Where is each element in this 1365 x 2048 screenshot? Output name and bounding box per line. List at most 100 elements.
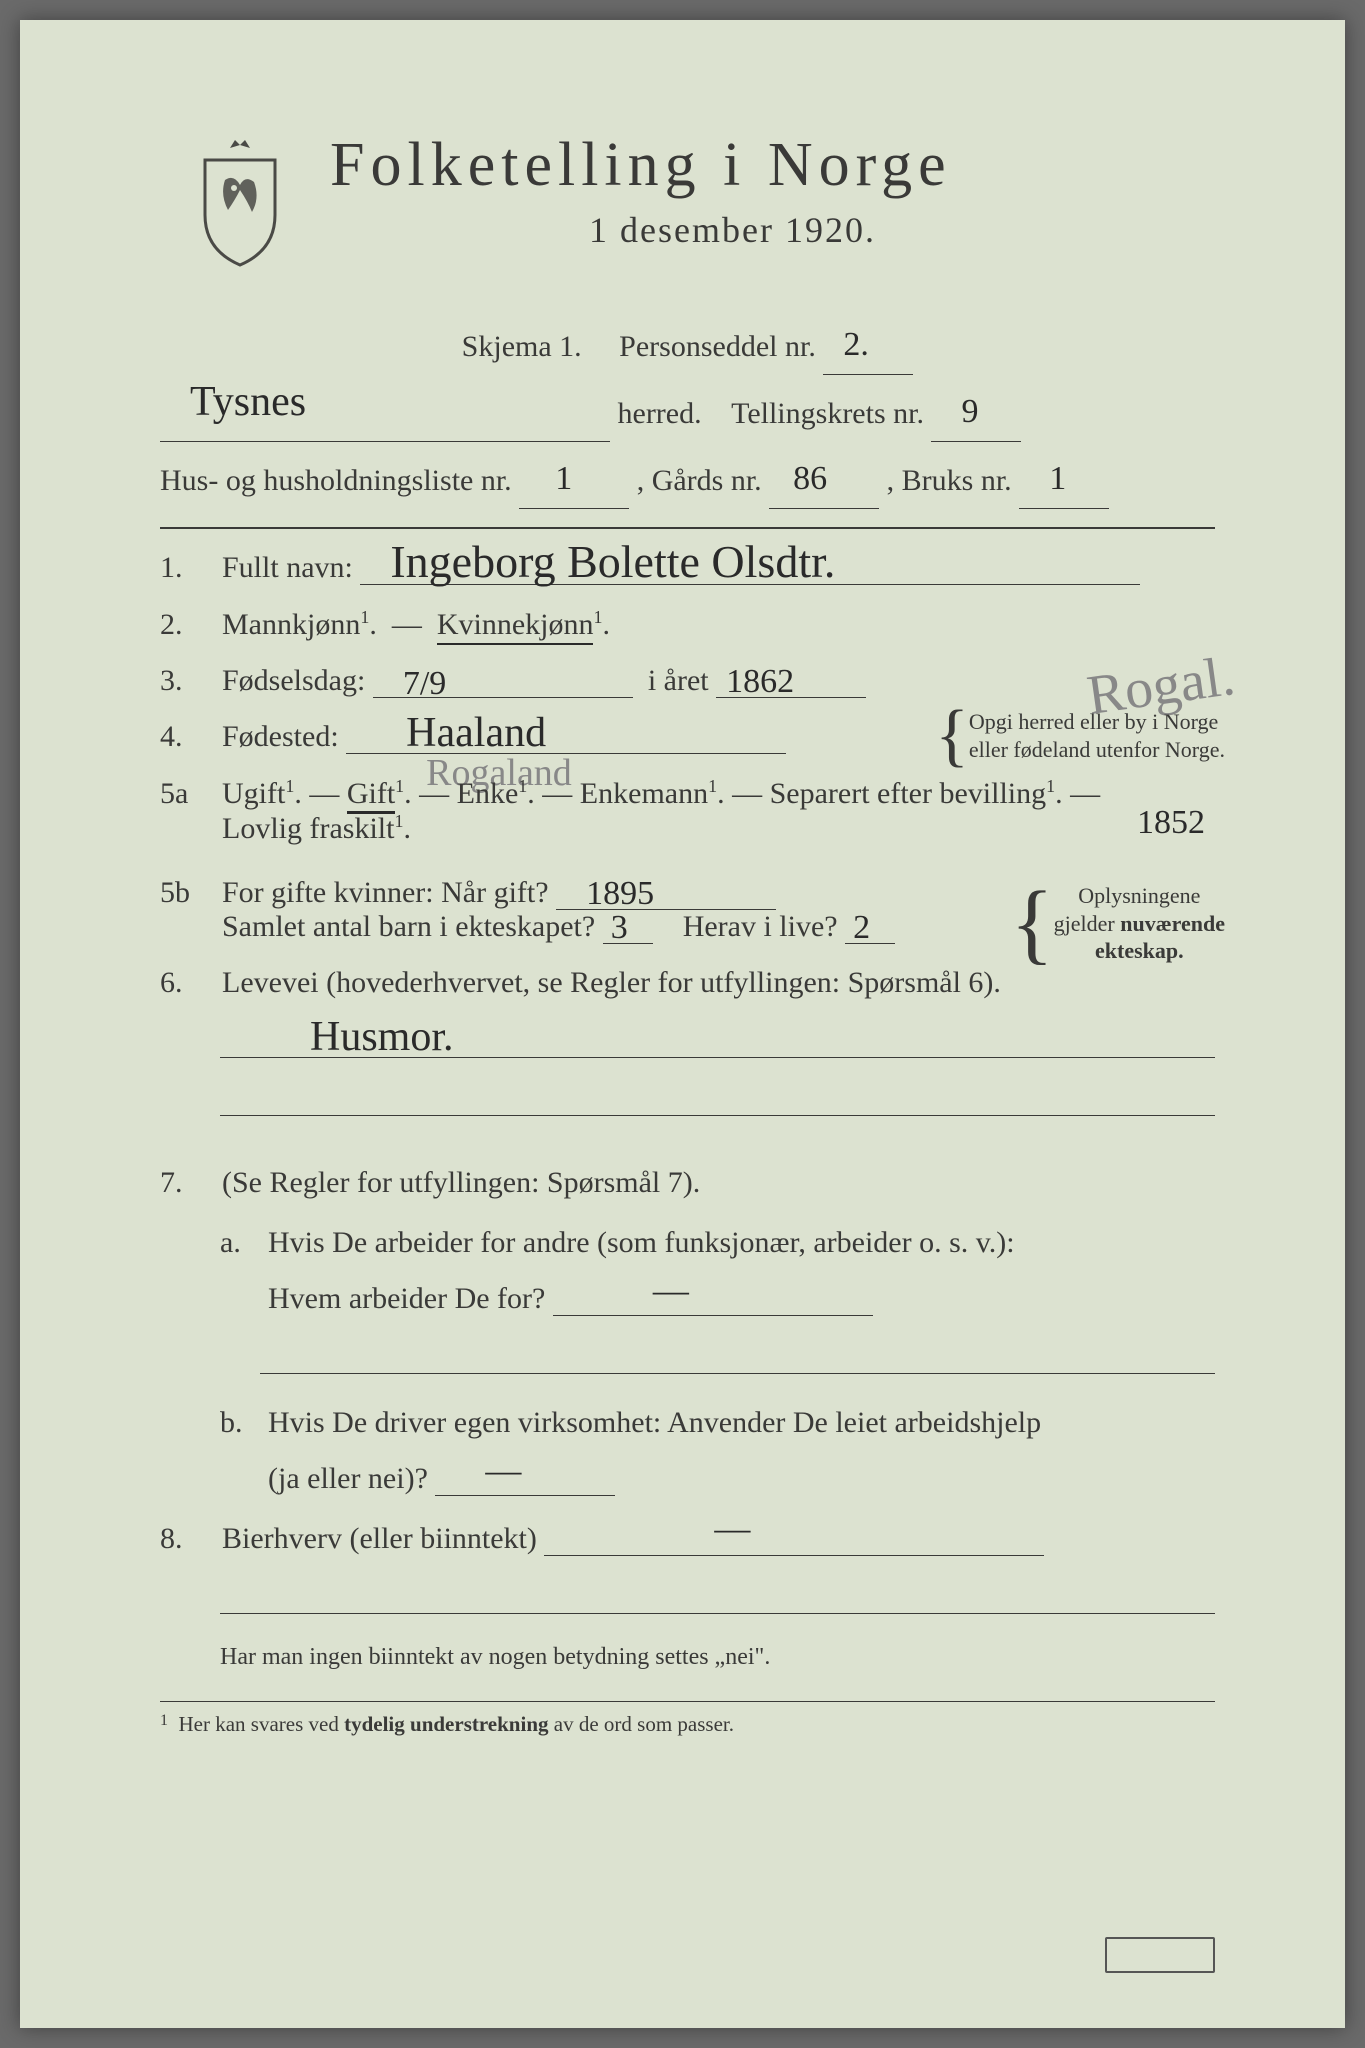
q4-aside: { Opgi herred eller by i Norge eller fød…	[935, 708, 1225, 763]
q6-line2	[220, 1078, 1215, 1116]
personseddel-label: Personseddel nr.	[619, 330, 816, 363]
q5a-num: 5a	[160, 777, 208, 811]
q6-content: Levevei (hovederhvervet, se Regler for u…	[222, 966, 1215, 1000]
q5b-l2b-value: 2	[853, 909, 870, 947]
census-form-page: Folketelling i Norge 1 desember 1920. Sk…	[20, 20, 1345, 2028]
q6-value: Husmor.	[310, 1013, 454, 1061]
q5a-content: Ugift1. — Gift1. — Enke1. — Enkemann1. —…	[222, 776, 1215, 846]
q8-content: Bierhverv (eller biinntekt) —	[222, 1522, 1215, 1556]
q5b-aside-text: Oplysningene gjelder nuværende ekteskap.	[1054, 882, 1225, 965]
q3-row: 3. Fødselsdag: 7/9 i året 1862 Rogal.	[160, 664, 1215, 698]
q7b-l1: Hvis De driver egen virksomhet: Anvender…	[268, 1406, 1041, 1439]
q5b-aside2: gjelder nuværende	[1054, 910, 1225, 938]
gards-blank: 86	[769, 476, 879, 509]
q7a-line2	[260, 1336, 1215, 1374]
bruks-value: 1	[1049, 447, 1066, 512]
q3-day-blank: 7/9	[373, 665, 633, 698]
brace-icon: {	[1010, 892, 1053, 955]
q5a-enke: Enke	[457, 777, 519, 810]
printer-stamp	[1105, 1937, 1215, 1973]
q2-sup1: 1	[360, 607, 369, 627]
gards-value: 86	[793, 447, 827, 512]
q4-blank: Haaland Rogaland	[346, 721, 786, 754]
main-title: Folketelling i Norge	[330, 130, 1215, 201]
herred-blank: Tysnes	[160, 409, 610, 442]
hus-value: 1	[555, 447, 572, 512]
q5b-l1: For gifte kvinner: Når gift?	[222, 876, 549, 909]
q8-num: 8.	[160, 1522, 208, 1556]
q1-label: Fullt navn:	[222, 551, 353, 584]
q6-row: 6. Levevei (hovederhvervet, se Regler fo…	[160, 966, 1215, 1000]
q7a-l1: Hvis De arbeider for andre (som funksjon…	[268, 1226, 1015, 1259]
q7-row: 7. (Se Regler for utfyllingen: Spørsmål …	[160, 1166, 1215, 1200]
q7b-l2: (ja eller nei)?	[268, 1462, 428, 1496]
q5a-ugift: Ugift	[222, 777, 285, 810]
skjema-label: Skjema 1.	[462, 330, 582, 363]
q5b-aside3: ekteskap.	[1054, 937, 1225, 965]
q3-num: 3.	[160, 664, 208, 698]
header-row: Folketelling i Norge 1 desember 1920.	[190, 130, 1215, 270]
tellingskrets-blank: 9	[931, 409, 1021, 442]
q2-female: Kvinnekjønn	[437, 608, 594, 645]
q5b-l2b: Herav i live?	[683, 910, 838, 943]
q3-yearlabel: i året	[648, 664, 709, 697]
q1-blank: Ingeborg Bolette Olsdtr.	[360, 552, 1140, 585]
q4-row: 4. Fødested: Haaland Rogaland { Opgi her…	[160, 720, 1215, 754]
q5a-enkemann: Enkemann	[580, 777, 708, 810]
footnote: 1 Her kan svares ved tydelig understrekn…	[160, 1712, 1215, 1737]
q5b-content: For gifte kvinner: Når gift? 1895 Samlet…	[222, 876, 1215, 944]
q5a-annotation: 1852	[1137, 804, 1205, 842]
q1-value: Ingeborg Bolette Olsdtr.	[390, 535, 835, 588]
footnote-divider	[160, 1701, 1215, 1702]
hus-line: Hus- og husholdningsliste nr. 1 , Gårds …	[160, 452, 1215, 509]
q2-male: Mannkjønn	[222, 608, 360, 641]
q5b-l1-blank: 1895	[556, 877, 776, 910]
q7b-blank: —	[435, 1463, 615, 1496]
bruks-label: , Bruks nr.	[887, 464, 1012, 497]
q5a-gift: Gift	[347, 777, 395, 814]
hus-label: Hus- og husholdningsliste nr.	[160, 464, 512, 497]
q4-value: Haaland	[406, 709, 546, 757]
q4-aside2: eller fødeland utenfor Norge.	[969, 736, 1225, 764]
q4-num: 4.	[160, 720, 208, 754]
q7b-value: —	[485, 1449, 521, 1491]
bruks-blank: 1	[1019, 476, 1109, 509]
personseddel-blank: 2.	[823, 342, 913, 375]
q5a-separert: Separert efter bevilling	[770, 777, 1047, 810]
q1-num: 1.	[160, 551, 208, 585]
herred-line: Tysnes herred. Tellingskrets nr. 9	[160, 385, 1215, 442]
q5b-l1-value: 1895	[586, 875, 654, 913]
q5b-num: 5b	[160, 876, 208, 910]
q6-line1: Husmor.	[220, 1020, 1215, 1058]
herred-value: Tysnes	[190, 363, 306, 443]
personseddel-value: 2.	[843, 313, 869, 378]
hus-blank: 1	[519, 476, 629, 509]
q2-content: Mannkjønn1. — Kvinnekjønn1.	[222, 607, 1215, 642]
q7a-content: Hvis De arbeider for andre (som funksjon…	[268, 1226, 1215, 1316]
herred-label: herred.	[618, 397, 702, 430]
q5b-l2a: Samlet antal barn i ekteskapet?	[222, 910, 595, 943]
q7b-letter: b.	[220, 1406, 254, 1440]
q7a-value: —	[653, 1269, 689, 1311]
q4-content: Fødested: Haaland Rogaland { Opgi herred…	[222, 720, 1215, 754]
tellingskrets-value: 9	[961, 380, 978, 445]
q4-aside1: Opgi herred eller by i Norge	[969, 708, 1225, 736]
subtitle-date: 1 desember 1920.	[250, 209, 1215, 251]
q8-value: —	[714, 1507, 750, 1549]
q4-label: Fødested:	[222, 720, 339, 753]
q7b-row: b. Hvis De driver egen virksomhet: Anven…	[220, 1406, 1215, 1496]
q2-row: 2. Mannkjønn1. — Kvinnekjønn1.	[160, 607, 1215, 642]
q8-blank: —	[544, 1523, 1044, 1556]
q5a-fraskilt: Lovlig fraskilt	[222, 812, 394, 845]
q3-year: 1862	[726, 663, 794, 701]
note: Har man ingen biinntekt av nogen betydni…	[220, 1644, 1215, 1671]
q7a-letter: a.	[220, 1226, 254, 1260]
q7-num: 7.	[160, 1166, 208, 1200]
q8-row: 8. Bierhverv (eller biinntekt) —	[160, 1522, 1215, 1556]
divider-top	[160, 527, 1215, 529]
title-block: Folketelling i Norge 1 desember 1920.	[330, 130, 1215, 251]
gards-label: , Gårds nr.	[637, 464, 762, 497]
q2-dash: —	[392, 608, 422, 641]
q5b-l2a-value: 3	[611, 909, 628, 947]
skjema-line: Skjema 1. Personseddel nr. 2.	[160, 318, 1215, 375]
